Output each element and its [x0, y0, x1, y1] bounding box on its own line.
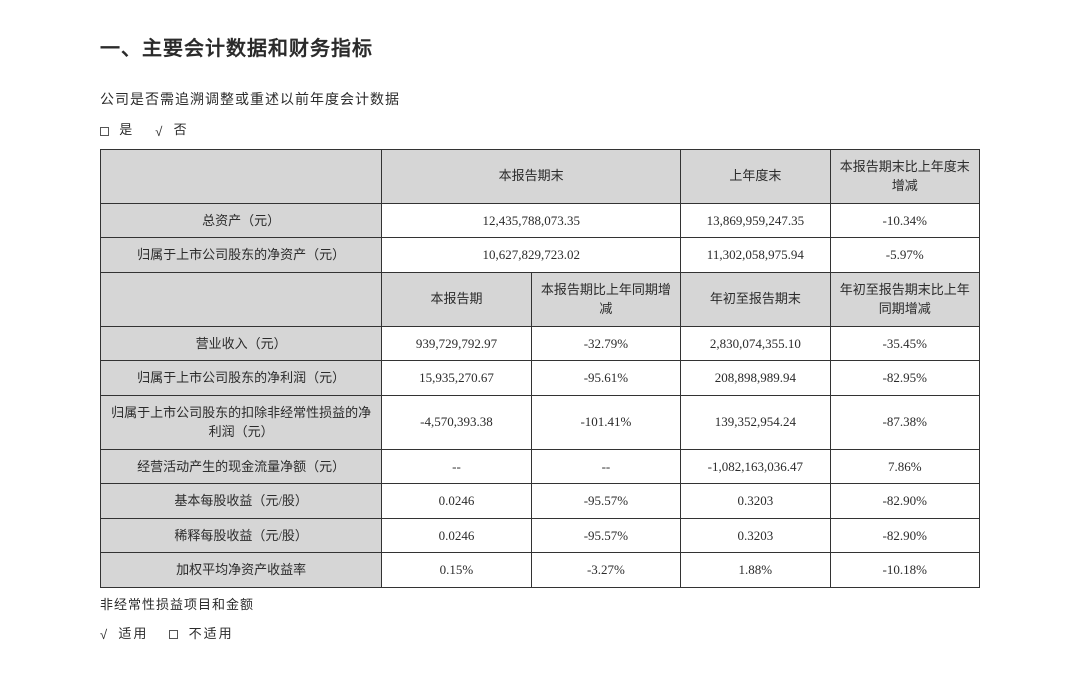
table-cell: 208,898,989.94	[681, 361, 830, 396]
table-cell: -10.34%	[830, 203, 979, 238]
table-header-cell	[101, 149, 382, 203]
table-header-cell: 本报告期末比上年度末增减	[830, 149, 979, 203]
checkmark-icon: √	[155, 124, 164, 139]
table-header-cell: 本报告期	[382, 272, 531, 326]
table-row: 经营活动产生的现金流量净额（元）-----1,082,163,036.477.8…	[101, 449, 980, 484]
table-header-cell: 稀释每股收益（元/股）	[101, 518, 382, 553]
table-header-cell: 归属于上市公司股东的净利润（元）	[101, 361, 382, 396]
checkmark-icon: √	[100, 627, 109, 642]
table-cell: 0.3203	[681, 518, 830, 553]
checkbox-not-applicable-icon	[169, 630, 178, 639]
label-yes: 是	[119, 122, 134, 137]
table-cell: --	[531, 449, 680, 484]
table-cell: 0.0246	[382, 518, 531, 553]
table-header-cell: 归属于上市公司股东的净资产（元）	[101, 238, 382, 273]
table-header-cell	[101, 272, 382, 326]
table-cell: 13,869,959,247.35	[681, 203, 830, 238]
table-header-cell: 经营活动产生的现金流量净额（元）	[101, 449, 382, 484]
table-cell: -87.38%	[830, 395, 979, 449]
table-cell: -10.18%	[830, 553, 979, 588]
section-title: 一、主要会计数据和财务指标	[100, 32, 980, 61]
table-cell: 11,302,058,975.94	[681, 238, 830, 273]
table-header-cell: 基本每股收益（元/股）	[101, 484, 382, 519]
table-cell: 2,830,074,355.10	[681, 326, 830, 361]
table-cell: -82.90%	[830, 518, 979, 553]
table-cell: --	[382, 449, 531, 484]
table-cell: -4,570,393.38	[382, 395, 531, 449]
table-cell: 12,435,788,073.35	[382, 203, 681, 238]
table-row: 归属于上市公司股东的净资产（元）10,627,829,723.0211,302,…	[101, 238, 980, 273]
table-header-cell: 归属于上市公司股东的扣除非经常性损益的净利润（元）	[101, 395, 382, 449]
table-cell: 7.86%	[830, 449, 979, 484]
table-header-cell: 本报告期末	[382, 149, 681, 203]
table-row: 本报告期本报告期比上年同期增减年初至报告期末年初至报告期末比上年同期增减	[101, 272, 980, 326]
table-header-cell: 总资产（元）	[101, 203, 382, 238]
table-row: 归属于上市公司股东的扣除非经常性损益的净利润（元）-4,570,393.38-1…	[101, 395, 980, 449]
table-header-cell: 本报告期比上年同期增减	[531, 272, 680, 326]
table-cell: 0.15%	[382, 553, 531, 588]
table-row: 营业收入（元）939,729,792.97-32.79%2,830,074,35…	[101, 326, 980, 361]
question-line: 公司是否需追溯调整或重述以前年度会计数据	[100, 89, 980, 109]
table-cell: -35.45%	[830, 326, 979, 361]
table-cell: -1,082,163,036.47	[681, 449, 830, 484]
table-row: 归属于上市公司股东的净利润（元）15,935,270.67-95.61%208,…	[101, 361, 980, 396]
checkbox-yes-icon	[100, 127, 109, 136]
table-header-cell: 营业收入（元）	[101, 326, 382, 361]
table-cell: -82.95%	[830, 361, 979, 396]
table-header-cell: 年初至报告期末比上年同期增减	[830, 272, 979, 326]
table-cell: -5.97%	[830, 238, 979, 273]
table-header-cell: 年初至报告期末	[681, 272, 830, 326]
yes-no-line: 是 √ 否	[100, 119, 980, 139]
label-not-applicable: 不适用	[189, 626, 234, 641]
table-cell: 0.0246	[382, 484, 531, 519]
table-cell: -101.41%	[531, 395, 680, 449]
table-cell: -95.61%	[531, 361, 680, 396]
table-row: 稀释每股收益（元/股）0.0246-95.57%0.3203-82.90%	[101, 518, 980, 553]
table-cell: -95.57%	[531, 518, 680, 553]
page-root: 一、主要会计数据和财务指标 公司是否需追溯调整或重述以前年度会计数据 是 √ 否…	[0, 0, 1080, 697]
table-row: 总资产（元）12,435,788,073.3513,869,959,247.35…	[101, 203, 980, 238]
table-cell: 1.88%	[681, 553, 830, 588]
financial-table: 本报告期末上年度末本报告期末比上年度末增减总资产（元）12,435,788,07…	[100, 149, 980, 588]
table-row: 本报告期末上年度末本报告期末比上年度末增减	[101, 149, 980, 203]
table-cell: 139,352,954.24	[681, 395, 830, 449]
table-cell: -95.57%	[531, 484, 680, 519]
table-cell: -82.90%	[830, 484, 979, 519]
table-cell: 939,729,792.97	[382, 326, 531, 361]
table-cell: 15,935,270.67	[382, 361, 531, 396]
table-row: 加权平均净资产收益率0.15%-3.27%1.88%-10.18%	[101, 553, 980, 588]
footnote-nonrecurring: 非经常性损益项目和金额	[100, 594, 980, 613]
table-header-cell: 上年度末	[681, 149, 830, 203]
table-cell: -3.27%	[531, 553, 680, 588]
label-applicable: 适用	[118, 626, 148, 641]
label-no: 否	[174, 122, 189, 137]
table-row: 基本每股收益（元/股）0.0246-95.57%0.3203-82.90%	[101, 484, 980, 519]
applicable-line: √ 适用 不适用	[100, 623, 980, 643]
table-cell: 0.3203	[681, 484, 830, 519]
table-header-cell: 加权平均净资产收益率	[101, 553, 382, 588]
table-cell: -32.79%	[531, 326, 680, 361]
table-cell: 10,627,829,723.02	[382, 238, 681, 273]
